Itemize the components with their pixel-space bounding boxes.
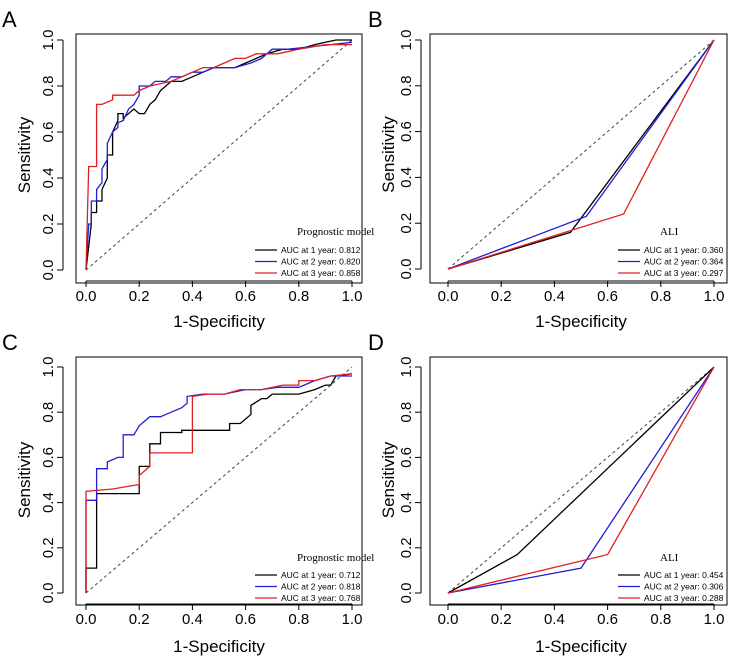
legend-title: ALI [660,552,679,564]
roc-series-1-year [85,373,353,593]
legend-title: Prognostic model [297,552,374,564]
x-tick-label: 0.4 [182,288,203,305]
legend-title: ALI [660,226,679,238]
y-tick-label: 0.4 [398,167,415,188]
x-tick-label: 0.0 [76,611,97,628]
plot-frame [429,33,728,284]
y-tick-label: 1.0 [40,30,57,51]
x-tick-label: 0.2 [129,288,150,305]
x-tick-label: 0.0 [76,288,97,305]
legend-entry: AUC at 2 year: 0.364 [644,257,724,267]
y-tick-label: 0.6 [398,121,415,142]
reference-diagonal [447,366,715,594]
legend-entry: AUC at 1 year: 0.812 [281,245,361,255]
y-tick-label: 0.0 [40,583,57,604]
y-axis-title: Sensitivity [379,441,398,518]
x-tick-label: 1.0 [704,611,725,628]
reference-diagonal [85,39,353,271]
y-tick-label: 0.2 [40,537,57,558]
reference-diagonal [85,366,353,594]
y-tick-label: 1.0 [398,357,415,378]
y-axis-title: Sensitivity [15,441,34,518]
roc-series-2-year [447,366,715,594]
x-axis-title: 1-Specificity [173,637,265,656]
y-tick-label: 0.4 [40,492,57,513]
roc-series-3-year [85,373,353,593]
y-tick-label: 0.2 [40,214,57,235]
x-tick-label: 0.0 [438,611,459,628]
legend-entry: AUC at 1 year: 0.712 [281,570,361,580]
legend-entry: AUC at 2 year: 0.818 [281,582,361,592]
legend-entry: AUC at 1 year: 0.454 [644,570,724,580]
plot-frame [75,356,363,606]
y-tick-label: 0.4 [398,492,415,513]
x-tick-label: 0.8 [288,288,309,305]
legend-entry: AUC at 3 year: 0.858 [281,268,361,278]
plot-frame [429,356,728,606]
y-tick-label: 0.0 [40,260,57,281]
y-tick-label: 0.6 [40,122,57,143]
y-tick-label: 1.0 [398,30,415,51]
y-tick-label: 0.8 [40,402,57,423]
y-tick-label: 0.0 [398,259,415,280]
y-tick-label: 0.6 [398,447,415,468]
y-tick-label: 0.0 [398,583,415,604]
roc-series-1-year [447,366,715,594]
x-tick-label: 0.6 [235,288,256,305]
roc-series-3-year [447,366,715,594]
panel-b: B 0.0 0.2 0.4 0.6 0.8 1.0 0.0 0.2 0.4 0.6 0.8 1.0 1-S… [368,7,728,331]
x-tick-label: 0.8 [288,611,309,628]
x-tick-label: 0.4 [544,611,565,628]
x-axis-title: 1-Specificity [173,312,265,331]
panel-d: D 0.0 0.2 0.4 0.6 0.8 1.0 0.0 0.2 0.4 0.6 0.8 1.0 1-S… [368,330,728,656]
panel-letter: B [368,7,383,32]
x-tick-label: 0.2 [491,611,512,628]
x-tick-label: 0.6 [597,611,618,628]
panel-c: C 0.0 0.2 0.4 0.6 0.8 1.0 0.0 0.2 0.4 0.6 0.8 1.0 1-S… [2,330,374,656]
roc-series-2-year [447,39,715,270]
panel-letter: C [2,330,18,355]
panel-a: A 0.0 0.2 0.4 0.6 0.8 1.0 0.0 0.2 0.4 0.6 0.8 1.0 1-S… [2,7,374,331]
plot-frame [75,33,363,284]
legend-entry: AUC at 2 year: 0.820 [281,257,361,267]
x-tick-label: 0.6 [235,611,256,628]
legend-entry: AUC at 2 year: 0.306 [644,582,724,592]
y-tick-label: 0.8 [398,402,415,423]
x-tick-label: 0.4 [544,288,565,305]
x-tick-label: 0.4 [182,611,203,628]
y-tick-label: 0.6 [40,447,57,468]
legend-entry: AUC at 3 year: 0.768 [281,593,361,603]
legend-entry: AUC at 3 year: 0.297 [644,268,724,278]
legend-entry: AUC at 3 year: 0.288 [644,593,724,603]
x-tick-label: 0.2 [491,288,512,305]
x-tick-label: 1.0 [342,288,363,305]
panel-letter: A [2,7,17,32]
roc-series-2-year [85,375,352,593]
x-axis-title: 1-Specificity [535,637,627,656]
y-tick-label: 1.0 [40,357,57,378]
legend-title: Prognostic model [297,226,374,238]
roc-series-3-year [85,43,352,271]
roc-series-3-year [447,39,715,270]
x-tick-label: 0.8 [650,611,671,628]
x-tick-label: 0.6 [597,288,618,305]
y-tick-label: 0.4 [40,168,57,189]
legend-entry: AUC at 1 year: 0.360 [644,245,724,255]
y-axis-title: Sensitivity [379,116,398,193]
x-tick-label: 1.0 [704,288,725,305]
reference-diagonal [447,39,715,270]
x-tick-label: 0.8 [650,288,671,305]
x-axis-title: 1-Specificity [535,312,627,331]
y-tick-label: 0.8 [398,75,415,96]
x-tick-label: 0.2 [129,611,150,628]
x-tick-label: 0.0 [438,288,459,305]
y-tick-label: 0.2 [398,213,415,234]
y-tick-label: 0.2 [398,537,415,558]
y-axis-title: Sensitivity [15,116,34,193]
x-tick-label: 1.0 [342,611,363,628]
panel-letter: D [368,330,384,355]
y-tick-label: 0.8 [40,76,57,97]
